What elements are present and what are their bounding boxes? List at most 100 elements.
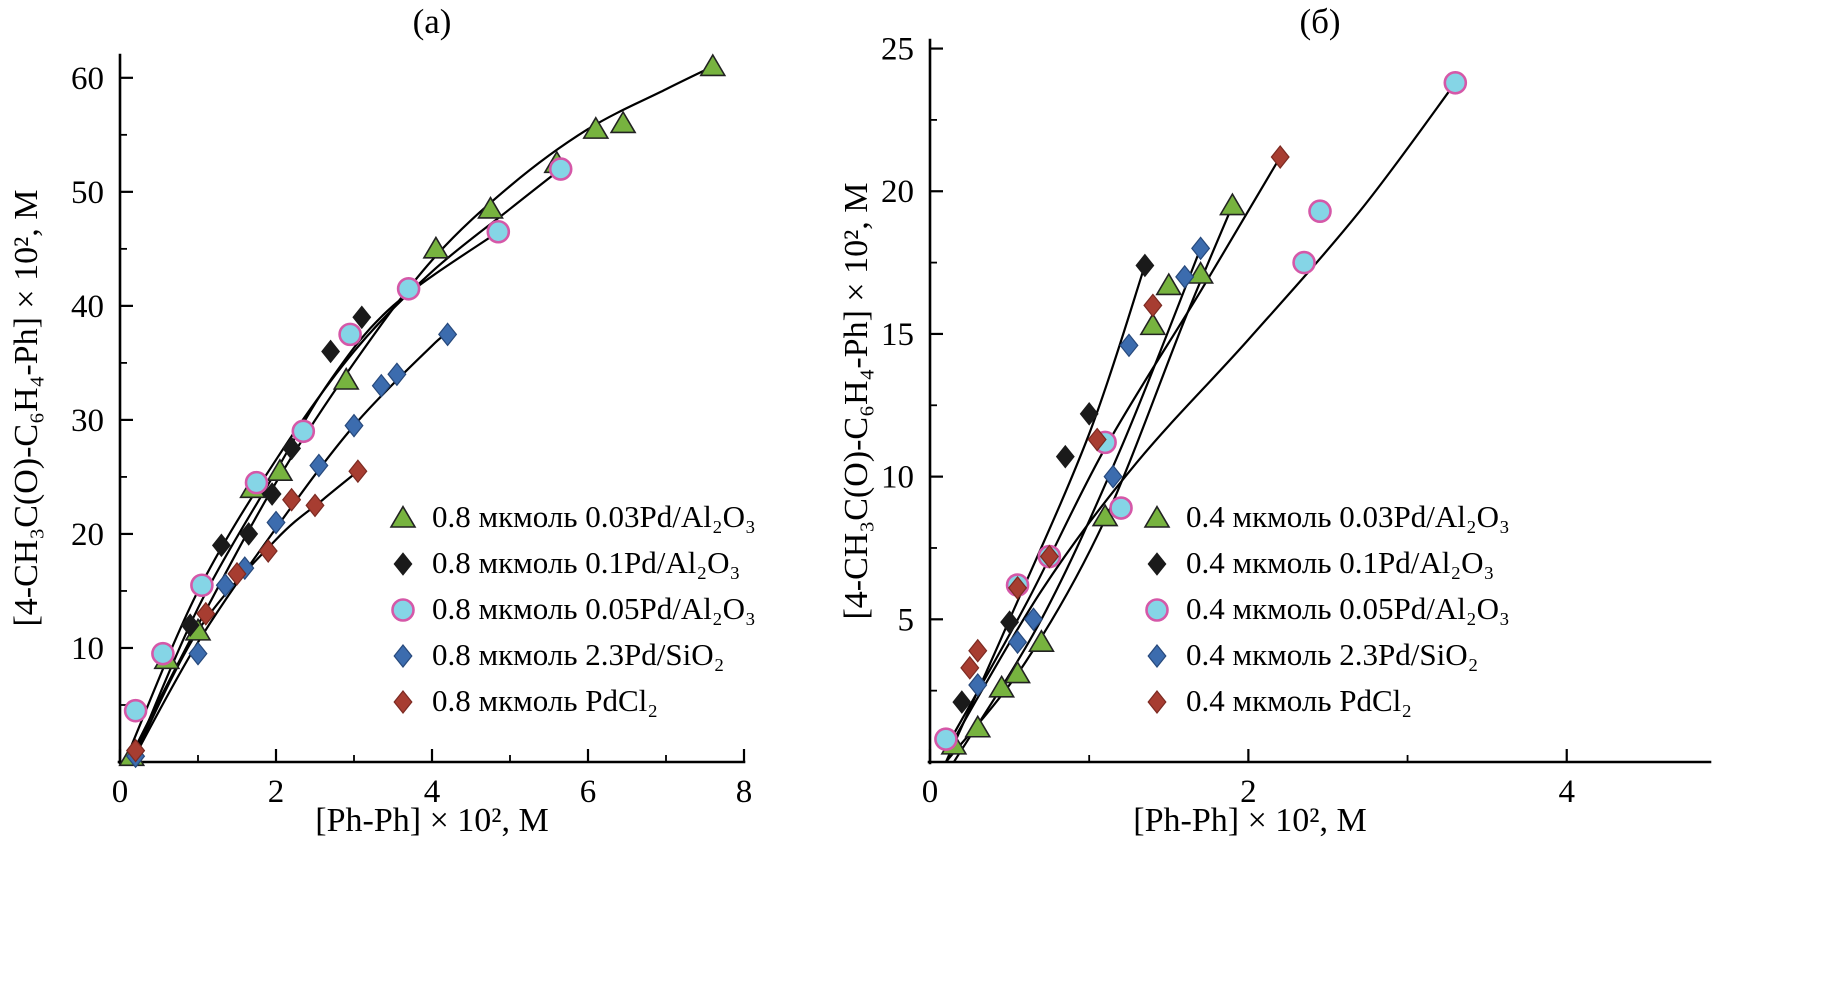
y-tick-label: 10	[71, 631, 104, 667]
data-point-diamond	[371, 373, 391, 398]
x-tick-label: 4	[424, 774, 441, 810]
legend-item: 0.8 мкмоль 0.05Pd/Al₂O₃	[386, 586, 756, 632]
legend-item: 0.8 мкмоль PdCl₂	[386, 678, 756, 724]
diamond-marker-icon	[386, 686, 420, 716]
data-point-circle	[396, 276, 421, 301]
panel-b-legend: 0.4 мкмоль 0.03Pd/Al₂O₃ 0.4 мкмоль 0.1Pd…	[1140, 494, 1510, 724]
data-point-diamond	[211, 533, 231, 558]
diamond-marker	[393, 552, 413, 576]
legend-label: 0.8 мкмоль 0.1Pd/Al₂O₃	[432, 545, 741, 580]
data-point-circle	[151, 641, 175, 666]
chart-panel-b: 0 2 4 5 10 15 20 25	[881, 32, 1712, 810]
data-point-diamond	[1000, 610, 1020, 634]
triangle-marker-icon	[1140, 502, 1174, 532]
legend-item: 0.4 мкмоль 0.1Pd/Al₂O₃	[1140, 540, 1510, 586]
data-point-circle	[123, 698, 148, 723]
y-tick-label: 50	[71, 175, 104, 211]
y-tick-label: 25	[881, 32, 914, 68]
legend-label: 0.4 мкмоль 0.03Pd/Al₂O₃	[1186, 499, 1510, 534]
legend-item: 0.8 мкмоль 2.3Pd/SiO₂	[386, 632, 756, 678]
y-tick-label: 20	[71, 517, 104, 553]
fit-curve-series-4	[130, 470, 359, 763]
legend-label: 0.4 мкмоль PdCl₂	[1186, 683, 1413, 718]
y-tick-label: 20	[881, 174, 914, 210]
legend-label: 0.4 мкмоль 2.3Pd/SiO₂	[1186, 637, 1479, 672]
panel-a-title: (а)	[412, 2, 452, 41]
legend-label: 0.8 мкмоль 0.03Pd/Al₂O₃	[432, 499, 756, 534]
diamond-marker-icon	[1140, 640, 1174, 670]
triangle-marker-icon	[386, 502, 420, 532]
data-point-circle	[190, 573, 214, 598]
data-point-diamond	[282, 436, 302, 461]
data-point-triangle	[609, 110, 637, 134]
x-tick-label: 2	[1240, 774, 1257, 810]
diamond-icon	[1147, 552, 1167, 576]
data-point-triangle	[582, 116, 610, 139]
data-point-circle	[1443, 71, 1468, 95]
data-point-diamond	[188, 641, 208, 666]
data-point-diamond	[348, 459, 368, 484]
circle-marker	[1145, 598, 1169, 622]
data-point-triangle	[477, 195, 504, 219]
triangle-icon	[1143, 505, 1171, 528]
x-tick-label: 0	[112, 774, 129, 810]
data-point-diamond	[1055, 444, 1075, 469]
data-point-diamond	[1175, 264, 1195, 289]
data-point-diamond	[215, 573, 235, 598]
data-point-diamond	[1007, 630, 1028, 655]
data-point-triangle	[1155, 272, 1183, 296]
legend-item: 0.4 мкмоль 0.05Pd/Al₂O₃	[1140, 586, 1510, 632]
diamond-marker-icon	[386, 640, 420, 670]
panel-b-x-axis-label: [Ph-Ph] × 10², M	[1133, 802, 1367, 839]
data-point-circle	[934, 727, 958, 751]
y-tick-label: 30	[71, 403, 104, 439]
x-tick-label: 0	[922, 774, 939, 810]
panel-a-legend: 0.8 мкмоль 0.03Pd/Al₂O₃ 0.8 мкмоль 0.1Pd…	[386, 494, 756, 724]
triangle-icon	[389, 505, 417, 528]
circle-marker	[391, 598, 415, 622]
diamond-icon	[393, 552, 413, 576]
data-point-diamond	[305, 493, 325, 518]
x-tick-label: 8	[736, 774, 753, 810]
legend-item: 0.8 мкмоль 0.1Pd/Al₂O₃	[386, 540, 756, 586]
data-point-circle	[244, 470, 269, 495]
circle-marker-icon	[1140, 594, 1174, 624]
data-point-diamond	[960, 655, 980, 680]
y-tick-label: 5	[898, 602, 915, 638]
diamond-marker-icon	[1140, 548, 1174, 578]
diamond-icon	[1147, 690, 1167, 714]
x-tick-label: 4	[1558, 774, 1575, 810]
data-point-circle	[1292, 250, 1316, 275]
data-point-diamond	[344, 413, 364, 438]
y-tick-label: 10	[881, 460, 914, 496]
legend-label: 0.8 мкмоль 0.05Pd/Al₂O₃	[432, 591, 756, 626]
diamond-icon	[393, 690, 413, 714]
data-point-diamond	[1103, 464, 1123, 489]
y-tick-label: 60	[71, 61, 104, 97]
data-point-diamond	[321, 339, 341, 364]
data-point-diamond	[352, 305, 372, 330]
fit-curve-series-2	[944, 82, 1457, 754]
y-tick-label: 40	[71, 289, 104, 325]
data-point-diamond	[1191, 236, 1211, 261]
chart-panel-a: 0 2 4 6 8 10 20 30 40 50 60	[71, 53, 753, 810]
data-point-diamond	[1039, 544, 1059, 569]
diamond-icon	[393, 644, 413, 668]
data-point-diamond	[952, 690, 972, 714]
data-point-triangle	[1187, 261, 1215, 284]
diamond-marker	[1147, 644, 1167, 668]
legend-item: 0.4 мкмоль 0.03Pd/Al₂O₃	[1140, 494, 1510, 540]
data-point-circle	[338, 322, 362, 347]
legend-item: 0.4 мкмоль PdCl₂	[1140, 678, 1510, 724]
data-point-triangle	[1219, 192, 1246, 216]
data-point-triangle	[699, 53, 727, 77]
data-point-diamond	[1143, 293, 1163, 318]
data-point-diamond	[1023, 607, 1044, 632]
y-tick-label: 15	[881, 317, 914, 353]
panel-b-title: (б)	[1299, 2, 1341, 41]
diamond-marker-icon	[1140, 686, 1174, 716]
data-point-circle	[486, 219, 511, 244]
circle-icon	[391, 598, 415, 622]
data-point-triangle	[1004, 660, 1031, 684]
